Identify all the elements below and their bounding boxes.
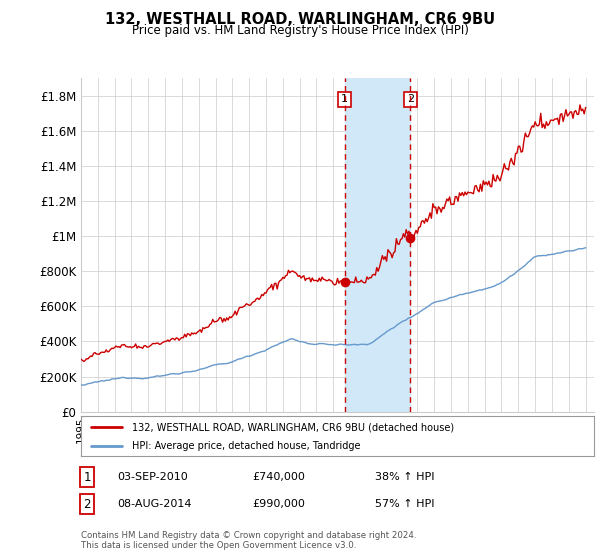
Text: 132, WESTHALL ROAD, WARLINGHAM, CR6 9BU (detached house): 132, WESTHALL ROAD, WARLINGHAM, CR6 9BU … bbox=[133, 422, 454, 432]
Text: 57% ↑ HPI: 57% ↑ HPI bbox=[375, 499, 434, 509]
Text: HPI: Average price, detached house, Tandridge: HPI: Average price, detached house, Tand… bbox=[133, 441, 361, 451]
Text: 2: 2 bbox=[407, 95, 414, 105]
Text: Contains HM Land Registry data © Crown copyright and database right 2024.
This d: Contains HM Land Registry data © Crown c… bbox=[81, 531, 416, 550]
Bar bbox=[344, 78, 410, 412]
Text: 08-AUG-2014: 08-AUG-2014 bbox=[117, 499, 191, 509]
Text: 2: 2 bbox=[83, 497, 91, 511]
Text: £990,000: £990,000 bbox=[252, 499, 305, 509]
Text: 132, WESTHALL ROAD, WARLINGHAM, CR6 9BU: 132, WESTHALL ROAD, WARLINGHAM, CR6 9BU bbox=[105, 12, 495, 27]
Text: 03-SEP-2010: 03-SEP-2010 bbox=[117, 472, 188, 482]
Text: £740,000: £740,000 bbox=[252, 472, 305, 482]
Text: 38% ↑ HPI: 38% ↑ HPI bbox=[375, 472, 434, 482]
Text: Price paid vs. HM Land Registry's House Price Index (HPI): Price paid vs. HM Land Registry's House … bbox=[131, 24, 469, 36]
Text: 1: 1 bbox=[83, 470, 91, 484]
Text: 1: 1 bbox=[341, 95, 348, 105]
